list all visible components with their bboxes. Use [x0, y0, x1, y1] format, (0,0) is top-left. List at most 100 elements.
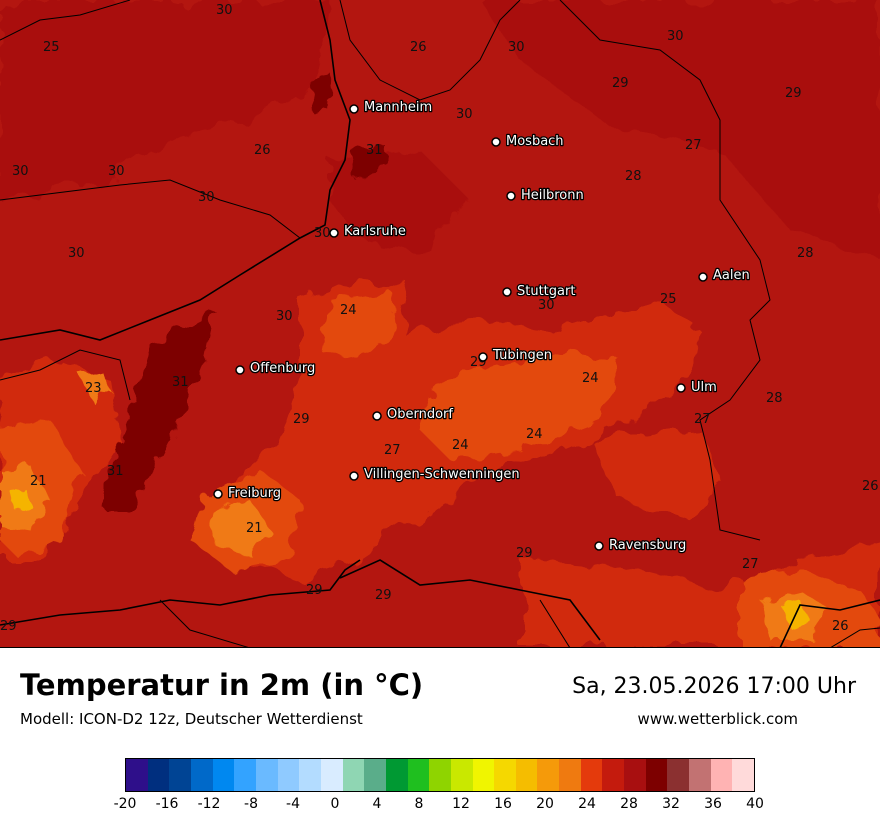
isotherm-label: 23	[85, 381, 102, 396]
legend-swatch	[212, 759, 235, 791]
city-marker-aalen: Aalen	[698, 267, 751, 284]
isotherm-label: 30	[198, 190, 215, 205]
city-marker-ravensburg: Ravensburg	[594, 537, 688, 554]
isotherm-label: 26	[832, 619, 849, 634]
isotherm-label: 26	[410, 40, 427, 55]
isotherm-label: 29	[516, 546, 533, 561]
isotherm-label: 27	[384, 443, 401, 458]
city-marker-offenburg: Offenburg	[235, 360, 317, 377]
isotherm-label: 25	[660, 292, 677, 307]
svg-text:Freiburg: Freiburg	[228, 486, 281, 501]
legend-tick-label: 12	[452, 796, 470, 812]
svg-text:Villingen-Schwenningen: Villingen-Schwenningen	[364, 467, 520, 482]
isotherm-label: 26	[862, 479, 879, 494]
forecast-datetime: Sa, 23.05.2026 17:00 Uhr	[572, 674, 856, 699]
legend-swatch	[299, 759, 321, 791]
legend-swatch	[537, 759, 560, 791]
svg-text:Karlsruhe: Karlsruhe	[344, 224, 406, 239]
model-info: Modell: ICON-D2 12z, Deutscher Wetterdie…	[20, 710, 363, 728]
svg-text:Mannheim: Mannheim	[364, 100, 432, 115]
legend-swatch	[385, 759, 408, 791]
isotherm-label: 30	[508, 40, 525, 55]
legend-swatch	[320, 759, 343, 791]
isotherm-label: 21	[246, 521, 263, 536]
isotherm-label: 28	[625, 169, 642, 184]
isotherm-label: 29	[306, 583, 323, 598]
svg-text:Tübingen: Tübingen	[492, 348, 552, 363]
city-marker-mosbach: Mosbach	[491, 133, 565, 150]
city-marker-mannheim: Mannheim	[349, 99, 433, 116]
isotherm-label: 26	[254, 143, 271, 158]
legend-tick-label: 16	[494, 796, 512, 812]
isotherm-label: 30	[68, 246, 85, 261]
legend-tick-label: -4	[286, 796, 300, 812]
isotherm-label: 29	[612, 76, 629, 91]
legend-swatch	[147, 759, 170, 791]
svg-text:Mosbach: Mosbach	[506, 134, 564, 149]
legend-tick-label: -20	[113, 796, 137, 812]
legend-swatch	[407, 759, 430, 791]
legend-swatch	[342, 759, 365, 791]
legend-swatch	[624, 759, 646, 791]
isotherm-label: 27	[742, 557, 759, 572]
legend-tick-label: 8	[414, 796, 424, 812]
legend-swatch	[559, 759, 581, 791]
isotherm-label: 24	[582, 371, 599, 386]
isotherm-label: 31	[366, 143, 383, 158]
isotherm-label: 31	[172, 375, 189, 390]
svg-text:Stuttgart: Stuttgart	[517, 284, 575, 299]
isotherm-label: 28	[766, 391, 783, 406]
isotherm-label: 24	[340, 303, 357, 318]
isotherm-label: 21	[30, 474, 47, 489]
legend-swatch	[710, 759, 733, 791]
svg-text:Ravensburg: Ravensburg	[609, 538, 686, 553]
legend-tick-label: 4	[372, 796, 382, 812]
isotherm-label: 27	[694, 412, 711, 427]
legend-tick-label: -12	[197, 796, 221, 812]
isotherm-label: 31	[107, 464, 124, 479]
city-marker-freiburg: Freiburg	[213, 485, 282, 502]
isotherm-label: 25	[43, 40, 60, 55]
isotherm-label: 28	[797, 246, 814, 261]
legend-tick-label: 36	[704, 796, 722, 812]
svg-text:Oberndorf: Oberndorf	[387, 407, 453, 422]
legend-swatch	[429, 759, 451, 791]
legend-swatch	[515, 759, 538, 791]
color-scale-legend	[125, 758, 755, 792]
legend-swatch	[234, 759, 256, 791]
temperature-zone-32-34	[105, 72, 385, 510]
isotherm-label: 30	[108, 164, 125, 179]
svg-text:Aalen: Aalen	[713, 268, 750, 283]
isotherm-label: 30	[12, 164, 29, 179]
isotherm-label: 30	[216, 3, 233, 18]
city-marker-stuttgart: Stuttgart	[502, 283, 577, 300]
isotherm-label: 30	[538, 298, 555, 313]
legend-tick-labels: -20 -16 -12 -8 -4 0 4 8 12 16 20 24 28 32 36 40	[0, 796, 880, 816]
svg-text:Heilbronn: Heilbronn	[521, 188, 584, 203]
isotherm-label: 29	[375, 588, 392, 603]
legend-swatch	[277, 759, 300, 791]
legend-tick-label: -8	[244, 796, 258, 812]
isotherm-label: 29	[293, 412, 310, 427]
city-markers: Mannheim Mosbach Heilbronn Karlsruhe Aal…	[213, 99, 751, 554]
legend-swatch	[645, 759, 668, 791]
legend-swatch	[689, 759, 711, 791]
legend-swatch	[602, 759, 625, 791]
legend-swatch	[450, 759, 473, 791]
legend-tick-label: 40	[746, 796, 764, 812]
isotherm-label: 24	[452, 438, 469, 453]
city-marker-villingen-schwenningen: Villingen-Schwenningen	[349, 466, 521, 483]
isotherm-label: 29	[0, 619, 17, 634]
legend-swatch	[190, 759, 213, 791]
city-marker-ulm: Ulm	[676, 379, 718, 396]
svg-text:Ulm: Ulm	[691, 380, 717, 395]
website-link[interactable]: www.wetterblick.com	[637, 710, 798, 728]
isotherm-label: 27	[685, 138, 702, 153]
isotherm-label: 30	[276, 309, 293, 324]
city-marker-heilbronn: Heilbronn	[506, 187, 585, 204]
legend-tick-label: 32	[662, 796, 680, 812]
city-marker-karlsruhe: Karlsruhe	[329, 223, 407, 240]
isotherm-label: 30	[456, 107, 473, 122]
legend-tick-label: -16	[155, 796, 179, 812]
legend-swatch	[169, 759, 191, 791]
